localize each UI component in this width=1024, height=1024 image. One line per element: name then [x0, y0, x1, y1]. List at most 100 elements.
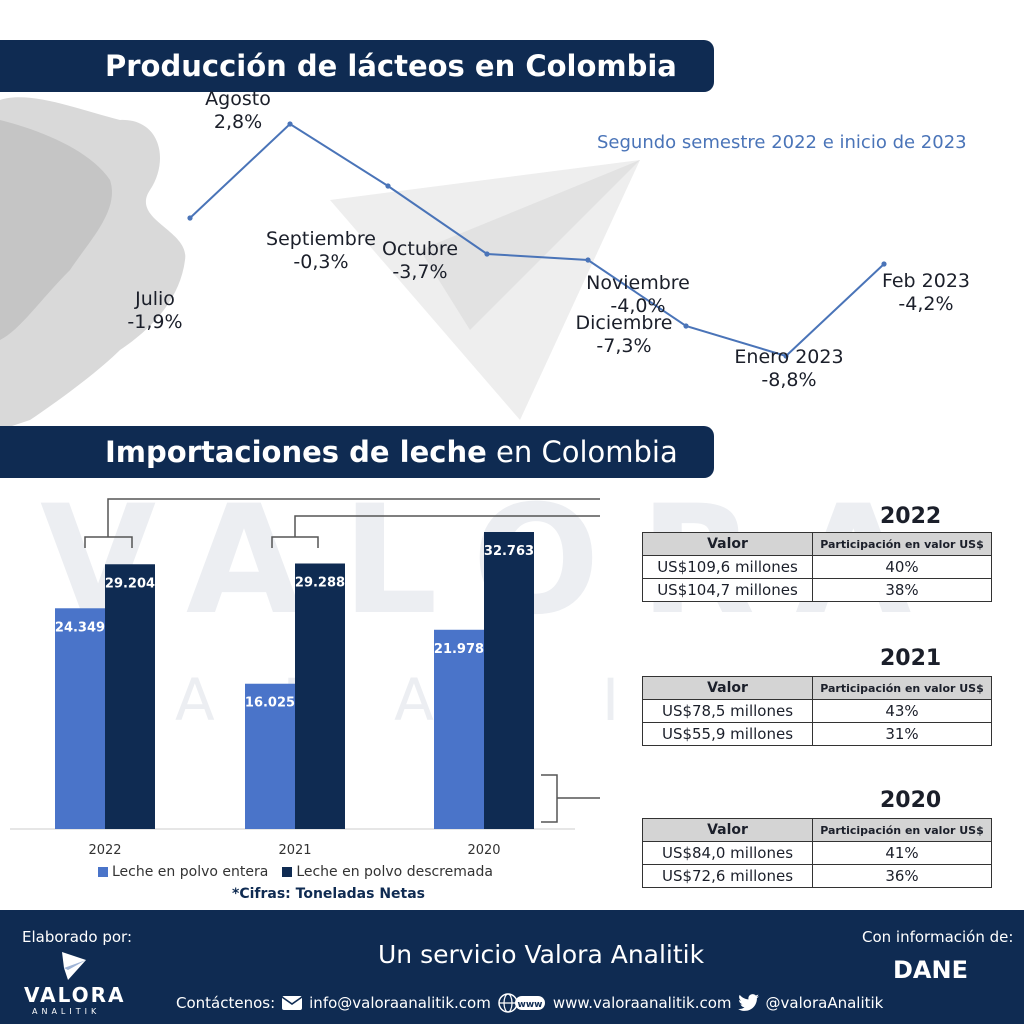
table-cell-value: US$84,0 millones [642, 841, 813, 865]
table-header-participacion: Participación en valor US$ [812, 676, 992, 700]
table-cell-share: 40% [812, 555, 992, 579]
contact-row: Contáctenos: info@valoraanalitik.com www… [176, 992, 883, 1014]
line-label-2: Septiembre -0,3% [266, 228, 376, 274]
line-label-value: -1,9% [127, 311, 183, 333]
mail-icon [281, 996, 303, 1010]
table-row: US$84,0 millones 41% [642, 841, 992, 865]
table-year-2022: 2022 [880, 504, 942, 529]
line-label-month: Feb 2023 [881, 270, 971, 292]
logo-text: VALORA [24, 983, 124, 1007]
bar-value-label: 29.288 [295, 576, 345, 591]
bar-chart: 24.349 29.204 2022 16.025 29.288 2021 21.978 32… [10, 498, 600, 858]
line-label-month: Septiembre [266, 228, 376, 250]
connector-2022 [84, 498, 600, 548]
line-label-value: 2,8% [213, 111, 263, 133]
table-cell-value: US$109,6 millones [642, 555, 813, 579]
bar-legend: Leche en polvo entera Leche en polvo des… [98, 864, 493, 880]
bar-category-label: 2020 [467, 843, 500, 858]
line-label-3: Octubre -3,7% [382, 238, 458, 284]
table-cell-value: US$78,5 millones [642, 699, 813, 723]
table-header-valor: Valor [642, 532, 813, 556]
line-label-value: -7,3% [596, 335, 652, 357]
title-banner-imports: Importaciones de leche en Colombia [0, 426, 714, 478]
legend-item-descremada: Leche en polvo descremada [282, 864, 493, 880]
line-label-7: Feb 2023 -4,2% [882, 270, 970, 316]
table-cell-value: US$55,9 millones [642, 722, 813, 746]
connector-2020 [541, 774, 600, 823]
bar-2022-1 [105, 564, 155, 829]
footer: Elaborado por: VALORA ANALITIK Un servic… [0, 910, 1024, 1024]
line-label-5: Diciembre -7,3% [576, 312, 673, 358]
line-label-month: Noviembre [586, 272, 690, 294]
connector-2021 [271, 515, 600, 548]
line-point-7 [881, 261, 887, 267]
table-cell-value: US$104,7 millones [642, 578, 813, 602]
table-header-valor: Valor [642, 818, 813, 842]
table-header-participacion: Participación en valor US$ [812, 818, 992, 842]
line-chart-subtitle: Segundo semestre 2022 e inicio de 2023 [597, 132, 967, 153]
bar-2020-1 [484, 532, 534, 829]
line-label-6: Enero 2023 -8,8% [734, 346, 843, 392]
bar-2022-0 [55, 608, 105, 829]
logo-subtext: ANALITIK [32, 1007, 100, 1016]
twitter-handle[interactable]: @valoraAnalitik [765, 994, 884, 1012]
line-label-month: Agosto [205, 88, 271, 110]
table-cell-share: 36% [812, 864, 992, 888]
line-point-1 [287, 121, 293, 127]
table-year-2020: 2020 [880, 788, 942, 813]
bar-value-label: 32.763 [484, 544, 534, 559]
globe-icon: www [498, 993, 545, 1013]
table-row: US$78,5 millones 43% [642, 699, 992, 723]
line-point-6 [783, 353, 789, 359]
bar-2020-0 [434, 629, 484, 829]
bar-category-label: 2022 [88, 843, 121, 858]
table-header-valor: Valor [642, 676, 813, 700]
bar-value-label: 16.025 [245, 696, 295, 711]
line-label-month: Enero 2023 [734, 346, 844, 368]
email-link[interactable]: info@valoraanalitik.com [309, 994, 491, 1012]
line-label-value: -4,2% [898, 293, 954, 315]
website-link[interactable]: www.valoraanalitik.com [552, 994, 732, 1012]
line-label-value: -4,0% [610, 295, 666, 317]
twitter-icon [737, 994, 759, 1011]
contact-label: Contáctenos: [176, 994, 276, 1012]
table-cell-value: US$72,6 millones [642, 864, 813, 888]
bar-category-label: 2021 [278, 843, 311, 858]
line-label-month: Julio [135, 288, 175, 310]
line-label-value: -3,7% [392, 261, 448, 283]
web-badge: www [517, 1000, 542, 1010]
title-banner-production: Producción de lácteos en Colombia [0, 40, 714, 92]
line-label-4: Noviembre -4,0% [586, 272, 690, 318]
line-label-0: Julio -1,9% [127, 288, 182, 334]
service-label: Un servicio Valora Analitik [378, 940, 705, 969]
table-row: US$55,9 millones 31% [642, 722, 992, 746]
table-2021: Valor Participación en valor US$ US$78,5 … [642, 676, 992, 746]
line-label-month: Diciembre [575, 312, 673, 334]
made-by-label: Elaborado por: [22, 928, 133, 946]
line-point-0 [187, 215, 193, 221]
line-series-production [189, 122, 885, 358]
line-label-value: -8,8% [761, 369, 817, 391]
imports-title-rest: en Colombia [486, 435, 678, 469]
line-point-2 [385, 183, 391, 189]
line-label-1: Agosto 2,8% [205, 88, 271, 134]
valora-logo: VALORA ANALITIK [24, 952, 124, 1016]
bar-2021-1 [295, 563, 345, 829]
table-cell-share: 31% [812, 722, 992, 746]
table-cell-share: 43% [812, 699, 992, 723]
line-point-3 [484, 251, 490, 257]
bar-value-label: 21.978 [434, 642, 484, 657]
table-row: US$72,6 millones 36% [642, 864, 992, 888]
line-label-month: Octubre [381, 238, 459, 260]
table-2020: Valor Participación en valor US$ US$84,0 … [642, 818, 992, 888]
table-row: US$109,6 millones 40% [642, 555, 992, 579]
bar-2021-0 [245, 683, 295, 829]
source-name: DANE [893, 956, 968, 984]
bar-footnote: *Cifras: Toneladas Netas [232, 886, 426, 902]
line-point-5 [683, 323, 689, 329]
table-row: US$104,7 millones 38% [642, 578, 992, 602]
bar-value-label: 24.349 [55, 620, 105, 635]
table-year-2021: 2021 [880, 646, 942, 671]
production-title: Producción de lácteos en Colombia [105, 49, 677, 83]
line-chart [187, 121, 887, 359]
